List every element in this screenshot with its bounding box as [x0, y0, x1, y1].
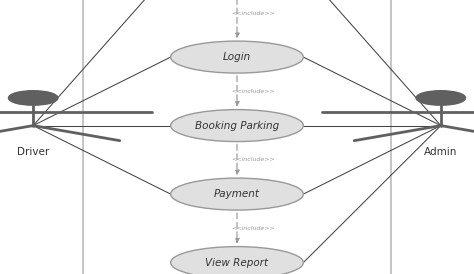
Text: Booking Parking: Booking Parking	[195, 121, 279, 131]
Text: <<include>>: <<include>>	[232, 89, 275, 94]
Ellipse shape	[171, 247, 303, 274]
Ellipse shape	[171, 178, 303, 210]
FancyBboxPatch shape	[83, 0, 391, 274]
Text: <<include>>: <<include>>	[232, 11, 275, 16]
Text: Admin: Admin	[424, 147, 457, 157]
Text: <<include>>: <<include>>	[232, 226, 275, 231]
Ellipse shape	[9, 91, 57, 105]
Text: <<include>>: <<include>>	[232, 157, 275, 162]
Ellipse shape	[171, 41, 303, 73]
Text: Login: Login	[223, 52, 251, 62]
Text: Payment: Payment	[214, 189, 260, 199]
Ellipse shape	[171, 110, 303, 142]
Text: Driver: Driver	[17, 147, 49, 157]
Ellipse shape	[417, 91, 465, 105]
Text: View Report: View Report	[205, 258, 269, 268]
